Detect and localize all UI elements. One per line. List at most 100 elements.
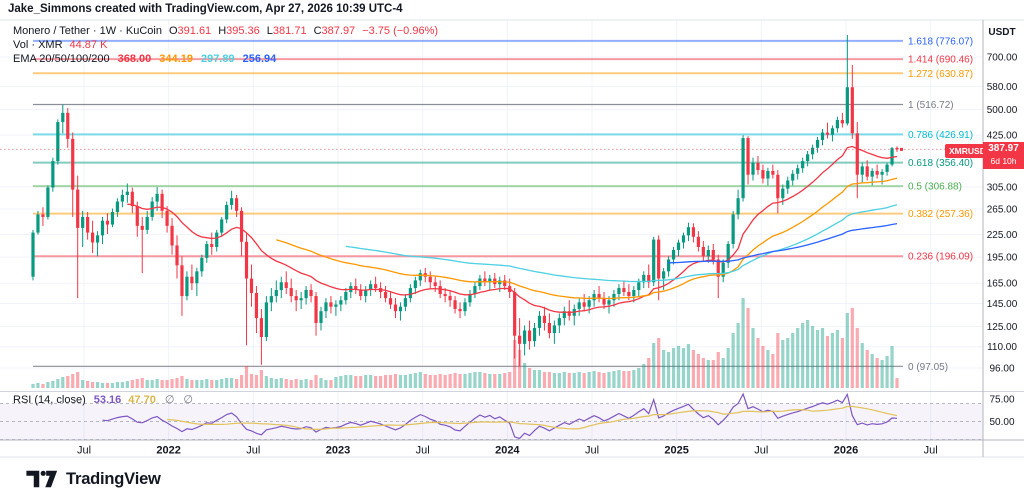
tradingview-logo[interactable]: TradingView bbox=[26, 468, 161, 490]
axis-labels[interactable]: USDT 700.00 580.00 500.00 425.00 305.00 265.00… bbox=[77, 27, 1018, 457]
volume-bar bbox=[110, 383, 115, 388]
legend-volume-row: Vol · XMR 44.87 K bbox=[13, 38, 438, 52]
price-axis-label[interactable]: 265.00 bbox=[987, 205, 1018, 216]
candle bbox=[835, 120, 840, 129]
symbol-title[interactable]: Monero / Tether · 1W · KuCoin bbox=[13, 25, 162, 37]
time-axis-label[interactable]: Jul bbox=[585, 445, 599, 457]
volume-bar bbox=[503, 373, 507, 388]
volume-bar bbox=[418, 372, 422, 388]
volume-bar bbox=[696, 354, 700, 388]
candle bbox=[239, 210, 244, 242]
volume-bar bbox=[483, 373, 487, 388]
price-axis-label[interactable]: 700.00 bbox=[987, 53, 1018, 64]
time-axis-label[interactable]: 2023 bbox=[326, 445, 350, 457]
volume-bar bbox=[701, 358, 705, 388]
candle bbox=[751, 162, 755, 175]
candle bbox=[880, 171, 884, 175]
volume-bar bbox=[647, 358, 651, 388]
time-axis-label[interactable]: 2026 bbox=[834, 445, 858, 457]
volume-bar bbox=[537, 370, 542, 388]
fib-label: 1.414 (690.46) bbox=[908, 55, 973, 66]
volume-indicator-label[interactable]: Vol · XMR bbox=[13, 39, 63, 51]
volume-bar bbox=[612, 371, 616, 388]
volume-bar bbox=[522, 363, 527, 388]
candle bbox=[736, 198, 740, 215]
rsi-axis-label[interactable]: 75.00 bbox=[989, 395, 1014, 406]
volume-bar bbox=[875, 358, 879, 388]
candle bbox=[815, 139, 820, 148]
candle bbox=[274, 290, 278, 297]
price-axis-label[interactable]: 96.00 bbox=[989, 364, 1014, 375]
volume-bar bbox=[711, 360, 715, 388]
time-axis-label[interactable]: Jul bbox=[246, 445, 260, 457]
volume-bar bbox=[51, 381, 55, 388]
price-axis-label[interactable]: 500.00 bbox=[987, 105, 1018, 116]
rsi-axis-label[interactable]: 50.00 bbox=[989, 417, 1014, 428]
candle bbox=[334, 304, 338, 307]
candle bbox=[354, 286, 358, 291]
volume-bar bbox=[806, 320, 810, 388]
rsi-indicator-label[interactable]: RSI (14, close) bbox=[13, 394, 86, 406]
volume-bar bbox=[383, 375, 388, 388]
candle bbox=[696, 236, 700, 247]
time-axis-label[interactable]: 2022 bbox=[156, 445, 180, 457]
price-axis-label[interactable]: 125.00 bbox=[987, 322, 1018, 333]
candle bbox=[66, 112, 70, 139]
candle bbox=[537, 315, 542, 328]
price-axis-label[interactable]: 425.00 bbox=[987, 131, 1018, 142]
candle bbox=[473, 286, 477, 295]
time-axis-label[interactable]: Jul bbox=[924, 445, 938, 457]
time-axis-label[interactable]: Jul bbox=[77, 445, 91, 457]
price-axis-label[interactable]: 305.00 bbox=[987, 183, 1018, 194]
price-axis-label[interactable]: 225.00 bbox=[987, 230, 1018, 241]
candle bbox=[796, 168, 800, 174]
ema-20-line bbox=[127, 145, 898, 314]
candle bbox=[418, 273, 422, 281]
volume-bar bbox=[478, 372, 482, 388]
volume-bar bbox=[532, 370, 537, 388]
time-axis-label[interactable]: Jul bbox=[754, 445, 768, 457]
time-axis-label[interactable]: 2024 bbox=[495, 445, 520, 457]
candle bbox=[145, 216, 149, 230]
fib-label: 0.786 (426.91) bbox=[908, 130, 973, 141]
volume-series bbox=[31, 298, 899, 388]
candle bbox=[637, 282, 641, 291]
pane-frame bbox=[0, 19, 1024, 458]
ohlc-open-label: O bbox=[168, 25, 178, 37]
candle bbox=[259, 318, 264, 338]
time-axis-label[interactable]: Jul bbox=[416, 445, 430, 457]
volume-bar bbox=[527, 368, 532, 388]
volume-bar bbox=[602, 373, 606, 388]
ema-indicator-label[interactable]: EMA 20/50/100/200 bbox=[13, 53, 110, 65]
volume-bar bbox=[81, 380, 85, 388]
rsi-pane bbox=[0, 392, 983, 440]
price-axis-label[interactable]: 195.00 bbox=[987, 253, 1018, 264]
price-axis-currency: USDT bbox=[988, 27, 1015, 38]
rsi-band-disabled-icon[interactable]: ∅ bbox=[183, 394, 193, 406]
volume-bar bbox=[498, 374, 502, 388]
rsi-band-disabled-icon[interactable]: ∅ bbox=[164, 394, 175, 406]
volume-bar bbox=[200, 380, 204, 388]
volume-bar bbox=[771, 354, 775, 388]
volume-bar bbox=[274, 379, 278, 388]
symbol-price-tag[interactable]: XMRUSDT bbox=[945, 144, 996, 158]
volume-bar bbox=[513, 340, 517, 388]
price-axis-label[interactable]: 165.00 bbox=[987, 279, 1018, 290]
candle bbox=[532, 327, 537, 342]
volume-bar bbox=[815, 330, 820, 388]
price-axis-label[interactable]: 145.00 bbox=[987, 299, 1018, 310]
price-axis-label[interactable]: 580.00 bbox=[987, 82, 1018, 93]
volume-bar bbox=[642, 364, 646, 388]
candle bbox=[155, 193, 159, 202]
volume-bar bbox=[349, 375, 353, 388]
candle bbox=[776, 174, 780, 199]
fib-label: 1 (516.72) bbox=[908, 100, 954, 111]
volume-bar bbox=[344, 375, 348, 388]
time-axis-label[interactable]: 2025 bbox=[664, 445, 688, 457]
volume-bar bbox=[249, 374, 254, 388]
price-axis-label[interactable]: 110.00 bbox=[987, 342, 1017, 353]
last-price-badge[interactable]: 387.97 6d 10h bbox=[983, 142, 1024, 169]
candle bbox=[71, 138, 75, 190]
fib-retracement-lines[interactable]: 1.618 (776.07) 1.414 (690.46) 1.272 (630.8… bbox=[33, 36, 973, 373]
